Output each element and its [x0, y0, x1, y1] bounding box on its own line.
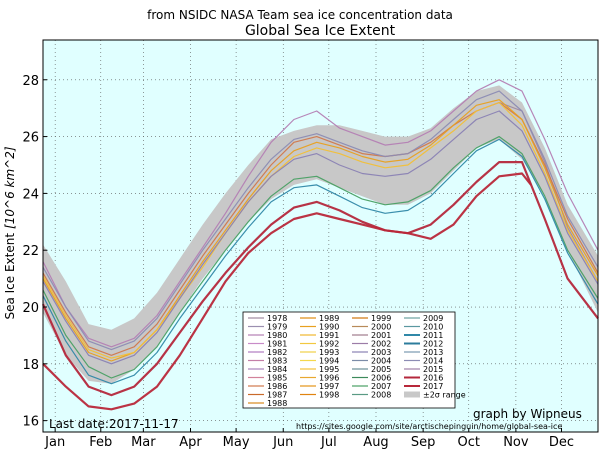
legend-label: 2015	[423, 365, 443, 374]
legend-label: 1990	[319, 323, 339, 332]
x-tick-label: Apr	[179, 435, 202, 450]
legend-label: 2016	[423, 374, 443, 383]
legend-label: 2001	[371, 331, 391, 340]
x-tick-label: Mar	[131, 435, 156, 450]
plot-frame	[42, 39, 599, 433]
legend-label: ±2σ range	[423, 391, 466, 400]
series-line-1995	[42, 101, 599, 359]
x-tick-label: Sep	[411, 435, 436, 450]
legend-label: 2002	[371, 340, 391, 349]
series-line-2017	[42, 172, 532, 411]
x-tick-label: Jul	[320, 435, 337, 450]
y-axis-ticks: 16 18 20 22 24 26 28	[22, 74, 47, 430]
legend-label: 2006	[371, 374, 391, 383]
legend-label: 1986	[267, 382, 287, 391]
x-tick-label: Jan	[44, 435, 65, 450]
legend-label: 1992	[319, 340, 339, 349]
y-tick-label: 16	[22, 415, 39, 430]
legend-label: 2005	[371, 365, 391, 374]
legend-label: 2003	[371, 348, 391, 357]
legend-label: 1979	[267, 323, 287, 332]
y-tick-label: 22	[22, 244, 39, 259]
x-tick-label: Aug	[363, 435, 388, 450]
legend-label: 1981	[267, 340, 287, 349]
x-tick-label: Feb	[89, 435, 112, 450]
legend-label: 1995	[319, 365, 339, 374]
legend-label: 2004	[371, 357, 391, 366]
series-line-2003	[42, 110, 599, 365]
x-tick-label: Jun	[272, 435, 293, 450]
legend-label: 1988	[267, 399, 287, 408]
x-tick-label: Dec	[549, 435, 574, 450]
series-line-1980	[42, 79, 599, 348]
legend-label: 1991	[319, 331, 339, 340]
legend-label: 2009	[423, 314, 443, 323]
legend-label: 1998	[319, 391, 339, 400]
legend-items: 1978197919801981198219831984198519861987…	[248, 314, 466, 408]
legend-label: 2012	[423, 340, 443, 349]
x-tick-label: May	[223, 435, 250, 450]
x-tick-label: Nov	[503, 435, 529, 450]
legend-label: 1994	[319, 357, 339, 366]
x-tick-label: Oct	[458, 435, 480, 450]
legend-label: 1999	[371, 314, 391, 323]
legend-label: 2013	[423, 348, 443, 357]
legend-label: 2008	[371, 391, 391, 400]
legend-label: 1989	[319, 314, 339, 323]
legend-label: 1978	[267, 314, 287, 323]
legend-label: 1980	[267, 331, 287, 340]
legend-label: 2017	[423, 382, 443, 391]
legend-label: 1982	[267, 348, 287, 357]
grid-lines	[43, 40, 598, 432]
legend-label: 1984	[267, 365, 287, 374]
chart-title: Global Sea Ice Extent	[245, 23, 396, 39]
legend-label: 1985	[267, 374, 287, 383]
y-axis-label-unit: [10^6 km^2]	[3, 146, 17, 229]
series-line-2011	[42, 138, 599, 385]
last-date-annotation: Last date:2017-11-17	[49, 417, 179, 431]
legend-label: 2010	[423, 323, 443, 332]
legend-label: 2007	[371, 382, 391, 391]
source-url-annotation: https://sites.google.com/site/arctischep…	[296, 422, 562, 431]
legend-label: 1983	[267, 357, 287, 366]
legend: 1978197919801981198219831984198519861987…	[242, 311, 466, 409]
legend-label: 2014	[423, 357, 443, 366]
legend-label: 2000	[371, 323, 391, 332]
y-tick-label: 18	[22, 358, 39, 373]
chart-subtitle: from NSIDC NASA Team sea ice concentrati…	[147, 8, 453, 22]
series-line-2014	[42, 90, 599, 351]
y-tick-label: 24	[22, 187, 39, 202]
x-axis-ticks: Jan Feb Mar Apr May Jun Jul Aug Sep Oct Nov Dec	[44, 428, 574, 450]
legend-label: 1997	[319, 382, 339, 391]
legend-label: 1987	[267, 391, 287, 400]
y-tick-label: 20	[22, 301, 39, 316]
y-tick-label: 26	[22, 131, 39, 146]
legend-label: 2011	[423, 331, 443, 340]
legend-label: 1996	[319, 374, 339, 383]
series-line-1978	[498, 101, 599, 282]
credit-annotation: graph by Wipneus	[473, 407, 582, 421]
legend-label: 1993	[319, 348, 339, 357]
y-axis-label-text: Sea Ice Extent	[3, 233, 17, 320]
series-lines	[41, 79, 599, 411]
y-axis-label: Sea Ice Extent [10^6 km^2]	[3, 146, 17, 319]
series-line-2007	[42, 136, 599, 379]
y-tick-label: 28	[22, 74, 39, 89]
series-line-2016	[41, 161, 599, 397]
